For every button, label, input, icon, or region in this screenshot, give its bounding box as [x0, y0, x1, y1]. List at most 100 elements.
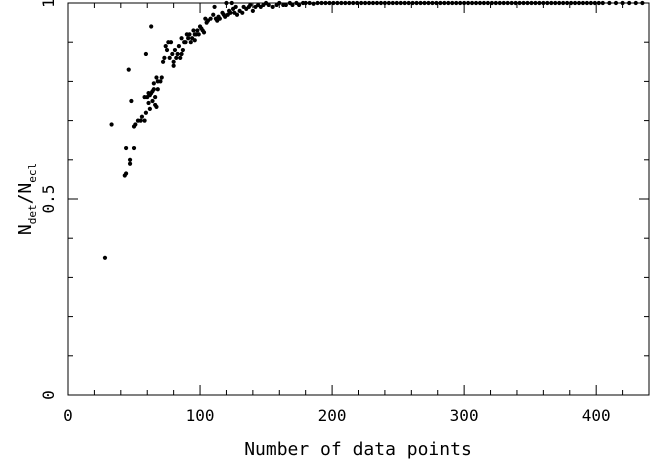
axis-ticks	[67, 2, 650, 396]
data-point	[529, 0, 534, 6]
data-point	[513, 0, 518, 6]
data-point	[351, 0, 356, 6]
data-point	[180, 47, 185, 53]
data-point	[163, 44, 168, 49]
data-point	[339, 0, 344, 6]
data-point	[147, 106, 152, 111]
data-point	[359, 0, 364, 6]
data-point	[127, 161, 133, 166]
data-point	[296, 2, 302, 8]
data-point	[584, 0, 590, 6]
data-point	[139, 114, 145, 119]
data-point	[370, 0, 376, 6]
data-point	[640, 0, 645, 6]
y-axis-title-sub1: det	[26, 204, 39, 224]
data-point	[171, 63, 176, 68]
data-point	[525, 0, 530, 6]
y-axis-title-n2: N	[15, 183, 36, 194]
data-point	[250, 8, 255, 13]
data-point	[343, 0, 348, 6]
data-point	[155, 87, 160, 92]
data-point	[167, 55, 172, 60]
data-point	[229, 0, 234, 6]
data-point	[170, 51, 175, 57]
data-point	[331, 0, 336, 6]
data-point	[188, 40, 193, 45]
data-point	[481, 0, 487, 6]
data-point	[402, 0, 407, 6]
data-point	[541, 0, 546, 6]
data-point	[174, 55, 179, 60]
data-point	[561, 0, 566, 6]
data-point	[469, 0, 475, 6]
data-point	[347, 0, 352, 6]
x-tick-label: 300	[450, 406, 479, 425]
data-point	[150, 98, 155, 104]
data-point	[228, 10, 233, 15]
data-point	[374, 0, 380, 6]
y-axis-title: Ndet/Necl	[15, 163, 39, 235]
data-point	[398, 0, 403, 6]
data-point	[422, 0, 427, 6]
data-point	[627, 0, 632, 6]
plot-frame	[67, 2, 650, 396]
data-point	[186, 36, 191, 41]
data-point	[315, 0, 320, 6]
data-point	[319, 0, 324, 6]
x-tick-label: 0	[63, 406, 73, 425]
x-tick-labels: 0 100 200 300 400	[63, 406, 610, 425]
data-point	[493, 0, 498, 6]
data-point	[307, 0, 312, 6]
data-point	[146, 100, 151, 106]
y-axis-title-sep: /	[15, 194, 36, 205]
data-point	[129, 98, 134, 104]
data-point	[277, 0, 282, 6]
data-point	[378, 0, 384, 6]
data-point	[196, 32, 201, 37]
y-axis-title-sub2: ecl	[26, 163, 39, 183]
data-point	[517, 0, 522, 6]
data-point	[124, 171, 129, 176]
data-point	[160, 59, 166, 64]
data-point	[183, 40, 188, 45]
data-point	[355, 0, 360, 6]
data-point	[224, 0, 229, 6]
data-point	[162, 55, 167, 60]
data-point	[576, 0, 582, 6]
data-point	[109, 122, 114, 127]
data-point	[580, 0, 586, 6]
data-point	[323, 0, 328, 6]
data-point	[335, 0, 340, 6]
data-point	[154, 75, 159, 80]
data-point	[133, 122, 138, 127]
data-point	[501, 0, 506, 6]
y-tick-label: 0.5	[39, 185, 58, 214]
data-point	[446, 0, 451, 6]
data-point	[171, 59, 176, 64]
data-point	[327, 0, 332, 6]
data-point	[588, 0, 594, 6]
data-point	[633, 0, 638, 6]
data-point	[158, 79, 163, 84]
data-points	[102, 0, 645, 260]
data-point	[266, 2, 271, 8]
data-point	[142, 118, 147, 123]
y-tick-labels: 00.51	[39, 0, 58, 400]
data-point	[124, 145, 129, 151]
data-point	[212, 4, 217, 10]
x-tick-label: 400	[582, 406, 611, 425]
data-point	[607, 0, 612, 6]
data-point	[390, 0, 395, 6]
data-point	[153, 94, 158, 100]
data-point	[208, 16, 213, 21]
data-point	[290, 2, 295, 8]
data-point	[386, 0, 391, 6]
data-point	[549, 0, 554, 6]
data-point	[545, 0, 550, 6]
data-point	[592, 0, 597, 6]
data-point	[458, 0, 463, 6]
data-point	[363, 0, 368, 6]
data-point	[179, 36, 184, 41]
data-point	[565, 0, 570, 6]
data-point	[600, 0, 605, 6]
